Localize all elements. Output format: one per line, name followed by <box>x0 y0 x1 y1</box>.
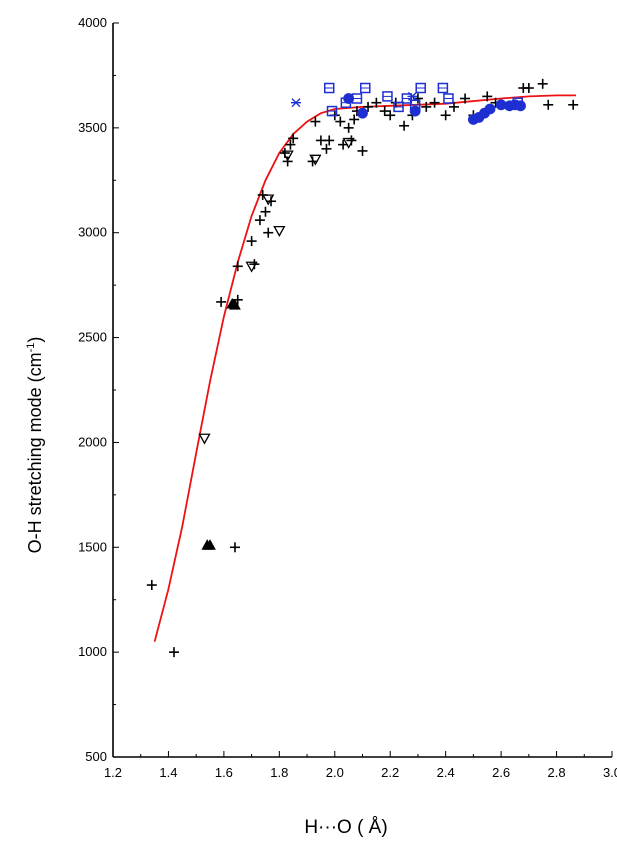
data-point-plus <box>229 542 240 553</box>
data-point-plus <box>371 97 382 108</box>
data-point-plus <box>349 114 360 125</box>
data-point-plus <box>399 120 410 131</box>
data-point-plus <box>537 78 548 89</box>
data-point-square <box>443 93 454 104</box>
data-point-square <box>382 91 393 102</box>
x-tick-label: 1.6 <box>215 765 233 780</box>
data-point-star <box>290 98 301 108</box>
fit-curve <box>153 94 576 642</box>
data-point-triangle-up <box>204 539 216 550</box>
data-point-star <box>407 91 418 101</box>
data-point-plus <box>343 122 354 133</box>
data-point-plus <box>263 227 274 238</box>
data-point-square <box>326 105 338 117</box>
data-point-plus <box>254 215 265 226</box>
data-point-plus <box>568 99 579 110</box>
data-point-plus <box>335 116 346 127</box>
x-tick-label: 1.8 <box>270 765 288 780</box>
data-point-triangle-down <box>262 194 275 206</box>
data-point-circle <box>409 105 421 117</box>
data-point-plus <box>543 99 554 110</box>
y-tick-label: 1500 <box>78 539 107 554</box>
data-point-triangle-down <box>309 154 322 166</box>
y-tick-label: 2500 <box>78 330 107 345</box>
data-point-plus <box>168 647 179 658</box>
x-tick-label: 2.8 <box>548 765 566 780</box>
x-tick-label: 2.6 <box>492 765 510 780</box>
data-point-plus <box>460 93 471 104</box>
y-axis-title: O-H stretching mode (cm-1) <box>25 337 45 554</box>
y-axis-title-main: O-H stretching mode (cm <box>25 352 45 553</box>
y-tick-label: 1000 <box>78 644 107 659</box>
data-point-plus <box>523 83 534 94</box>
y-tick-label: 4000 <box>78 15 107 30</box>
data-point-triangle-down <box>273 225 286 237</box>
data-point-triangle-up <box>229 299 241 310</box>
data-point-plus <box>324 135 335 146</box>
x-tick-label: 2.2 <box>381 765 399 780</box>
data-point-plus <box>266 196 277 207</box>
x-tick-label: 1.2 <box>104 765 122 780</box>
data-point-triangle-down <box>245 261 258 273</box>
data-point-plus <box>363 101 374 112</box>
data-point-plus <box>421 101 432 112</box>
data-point-plus <box>321 143 332 154</box>
data-point-plus <box>379 106 390 117</box>
data-point-plus <box>357 145 368 156</box>
x-tick-label: 2.4 <box>437 765 455 780</box>
data-point-plus <box>232 261 243 272</box>
data-point-plus <box>146 580 157 591</box>
data-point-plus <box>246 236 257 247</box>
fit-curve-layer <box>153 94 576 642</box>
plot-frame <box>112 23 612 758</box>
data-points <box>146 78 579 658</box>
data-point-circle <box>484 103 496 115</box>
data-point-plus <box>216 296 227 307</box>
data-point-plus <box>285 139 296 150</box>
y-axis-title-superscript: -1 <box>25 343 37 353</box>
data-point-square <box>415 82 426 94</box>
data-point-triangle-down <box>198 433 211 445</box>
data-point-plus <box>440 110 451 121</box>
x-axis-ticks: 1.2 1.4 1.6 1.8 2.0 2.2 2.4 2.6 2.8 3.0 <box>104 751 617 780</box>
data-point-plus <box>385 110 396 121</box>
y-tick-label: 3500 <box>78 120 107 135</box>
data-point-plus <box>232 294 243 305</box>
data-point-plus <box>310 116 321 127</box>
y-tick-label: 500 <box>85 749 107 764</box>
data-point-circle <box>515 100 526 112</box>
data-point-square <box>393 101 404 113</box>
data-point-circle <box>343 93 355 104</box>
data-point-plus <box>482 91 493 102</box>
data-point-triangle-down <box>342 137 355 149</box>
y-tick-label: 3000 <box>78 225 107 240</box>
data-point-plus <box>307 156 318 167</box>
data-point-square <box>360 82 371 94</box>
data-point-plus <box>249 259 260 270</box>
data-point-square <box>323 82 335 94</box>
data-point-plus <box>448 101 459 112</box>
data-point-circle <box>357 107 368 119</box>
data-point-plus <box>288 133 299 144</box>
x-tick-label: 1.4 <box>159 765 177 780</box>
x-tick-label: 3.0 <box>603 765 617 780</box>
data-point-square <box>437 82 449 94</box>
data-point-plus <box>260 206 271 217</box>
x-tick-label: 2.0 <box>326 765 344 780</box>
y-tick-label: 2000 <box>78 434 107 449</box>
x-axis-title: H···O ( Å) <box>304 817 387 838</box>
y-axis-ticks: 500 1000 1500 2000 2500 3000 3500 4000 <box>78 15 119 764</box>
data-point-triangle-down <box>281 150 294 162</box>
data-point-plus <box>429 97 440 108</box>
y-axis-title-close: ) <box>25 337 45 343</box>
